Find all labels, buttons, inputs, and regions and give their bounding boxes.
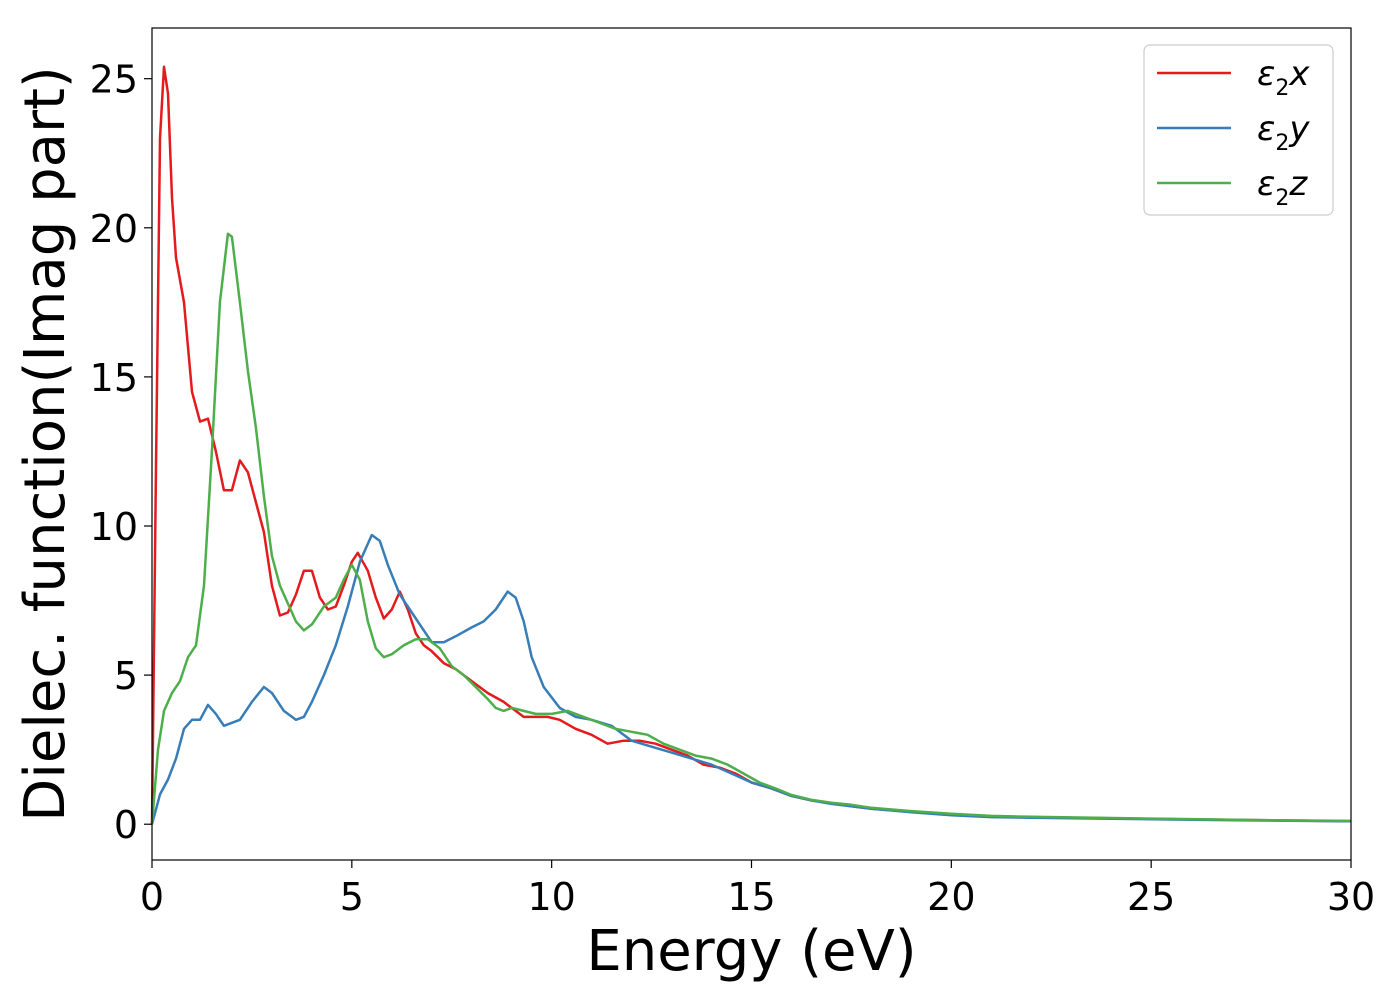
legend-subscript: 2	[1275, 131, 1289, 156]
legend-variable: x	[1288, 54, 1310, 94]
legend-variable: y	[1288, 109, 1310, 149]
y-tick-label: 25	[90, 58, 138, 102]
y-axis-label: Dielec. function(Imag part)	[13, 66, 78, 822]
x-tick-label: 20	[927, 875, 975, 919]
x-tick-label: 10	[527, 875, 575, 919]
legend-label-z: ε2z	[1257, 164, 1308, 211]
legend-subscript: 2	[1275, 186, 1289, 211]
legend-label-y: ε2y	[1257, 109, 1310, 156]
series-line-z	[150, 232, 1352, 825]
legend-label-x: ε2x	[1257, 54, 1310, 101]
y-tick-label: 10	[90, 505, 138, 549]
y-tick-label: 20	[90, 207, 138, 251]
legend-symbol: ε	[1257, 54, 1275, 94]
x-tick-label: 0	[140, 875, 164, 919]
x-tick-label: 25	[1127, 875, 1175, 919]
x-axis-label: Energy (eV)	[586, 919, 916, 984]
y-axis-ticks: 0 5 10 15 20 25	[90, 58, 152, 847]
y-tick-label: 15	[90, 356, 138, 400]
x-tick-label: 30	[1327, 875, 1375, 919]
legend-symbol: ε	[1257, 164, 1275, 204]
y-tick-label: 0	[114, 803, 138, 847]
y-tick-label: 5	[114, 654, 138, 698]
legend-box	[1143, 44, 1334, 216]
x-axis-ticks: 0 5 10 15 20 25 30	[140, 860, 1375, 919]
legend-symbol: ε	[1257, 109, 1275, 149]
legend-subscript: 2	[1275, 76, 1289, 101]
series-layer	[150, 65, 1352, 825]
x-tick-label: 15	[727, 875, 775, 919]
x-tick-label: 5	[340, 875, 364, 919]
legend-variable: z	[1288, 164, 1308, 204]
